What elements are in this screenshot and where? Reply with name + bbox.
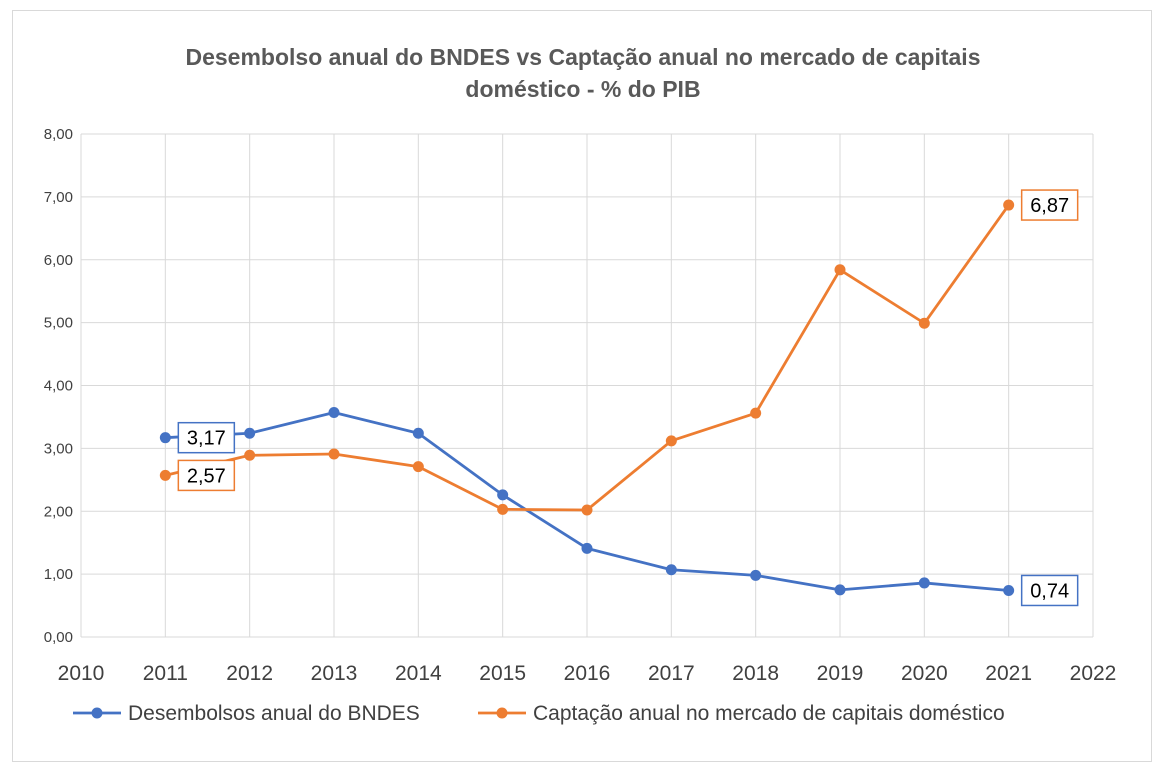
data-point-1 [328,448,340,460]
data-point-0 [1003,584,1015,596]
x-tick-label: 2019 [817,662,864,685]
data-label-box [1020,574,1079,607]
data-point-1 [750,407,762,419]
series-lines [159,199,1015,596]
x-tick-label: 2015 [479,662,526,685]
data-label: 6,87 [1030,195,1069,217]
y-tick-label: 3,00 [44,440,73,457]
legend: Desembolsos anual do BNDES Captação anual… [73,702,1005,725]
x-tick-label: 2010 [58,662,105,685]
data-point-1 [918,317,930,329]
legend-label-1: Captação anual no mercado de capitais do… [533,702,1005,725]
x-axis-ticks: 2010 2011 2012 2013 2014 2015 2016 2017 2018 2019… [58,662,1117,685]
data-point-1 [159,469,171,481]
data-point-0 [497,489,509,501]
data-label-box [1020,189,1079,221]
data-label-box [177,421,236,454]
y-tick-label: 0,00 [44,629,73,646]
data-point-0 [665,564,677,576]
data-point-0 [918,577,930,589]
x-tick-label: 2013 [311,662,358,685]
y-axis-ticks: 0,00 1,00 2,00 3,00 4,00 5,00 6,00 7,00 8,00 [44,126,73,646]
data-point-0 [244,427,256,439]
x-tick-label: 2011 [143,662,188,685]
chart-title-line-2: doméstico - % do PIB [465,76,700,102]
data-point-1 [412,461,424,473]
data-label: 0,74 [1030,580,1069,602]
x-tick-label: 2018 [732,662,779,685]
x-tick-label: 2020 [901,662,948,685]
line-chart: Desembolso anual do BNDES vs Captação an… [44,44,1117,725]
y-tick-label: 2,00 [44,503,73,520]
gridlines [80,133,1094,638]
data-point-0 [834,584,846,596]
x-tick-label: 2022 [1070,662,1117,685]
x-tick-label: 2017 [648,662,695,685]
data-label: 3,17 [187,428,226,450]
y-tick-label: 8,00 [44,126,73,143]
data-point-0 [328,407,340,419]
data-point-0 [750,569,762,581]
y-tick-label: 6,00 [44,252,73,269]
x-tick-label: 2012 [226,662,273,685]
data-point-0 [159,432,171,444]
y-tick-label: 5,00 [44,315,73,332]
data-point-1 [1003,199,1015,211]
y-tick-label: 7,00 [44,189,73,206]
chart-title-line-1: Desembolso anual do BNDES vs Captação an… [185,44,980,70]
data-point-1 [834,264,846,276]
legend-marker-0 [91,707,103,719]
x-tick-label: 2021 [985,662,1032,685]
data-point-0 [581,542,593,554]
data-point-1 [665,435,677,447]
y-tick-label: 4,00 [44,378,73,395]
legend-label-0: Desembolsos anual do BNDES [128,702,420,725]
data-labels: 3,17 0,74 2,57 6,87 [177,189,1079,607]
data-point-1 [497,503,509,515]
x-tick-label: 2016 [564,662,611,685]
data-label-box [177,459,236,492]
legend-marker-1 [496,707,508,719]
data-point-0 [412,427,424,439]
chart-frame: Desembolso anual do BNDES vs Captação an… [12,10,1152,762]
y-tick-label: 1,00 [44,566,73,583]
x-tick-label: 2014 [395,662,442,685]
data-point-1 [244,449,256,461]
data-point-1 [581,504,593,516]
data-label: 2,57 [187,465,226,487]
